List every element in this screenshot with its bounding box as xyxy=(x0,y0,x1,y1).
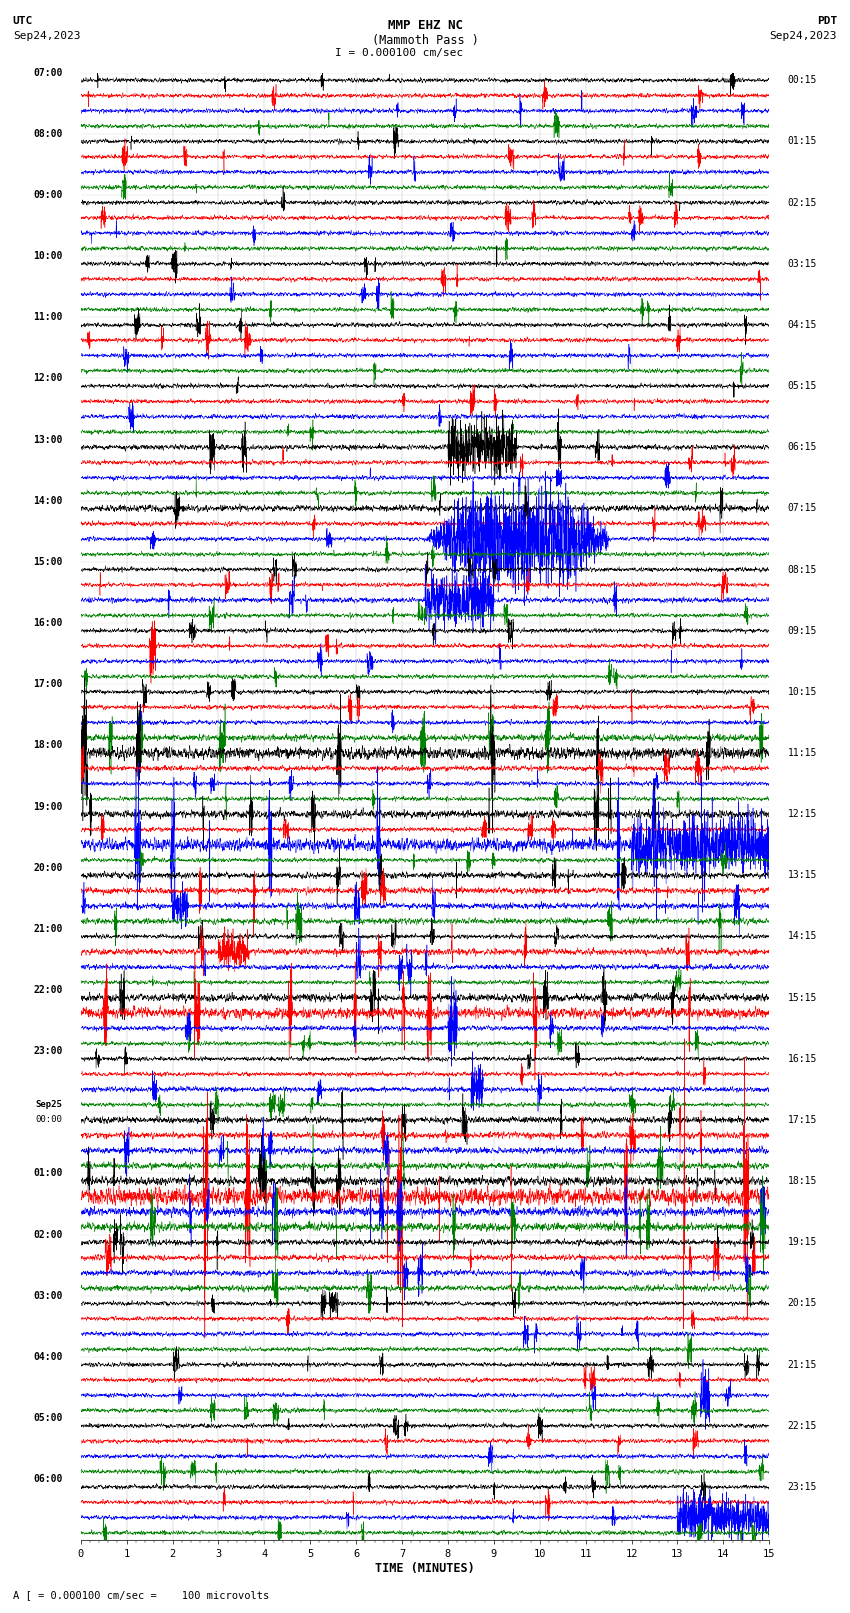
Text: 20:15: 20:15 xyxy=(788,1298,817,1308)
Text: 11:00: 11:00 xyxy=(33,313,62,323)
Text: 00:15: 00:15 xyxy=(788,76,817,85)
Text: 05:00: 05:00 xyxy=(33,1413,62,1423)
Text: 10:15: 10:15 xyxy=(788,687,817,697)
Text: 07:00: 07:00 xyxy=(33,68,62,77)
Text: (Mammoth Pass ): (Mammoth Pass ) xyxy=(371,34,479,47)
Text: 09:00: 09:00 xyxy=(33,190,62,200)
Text: UTC: UTC xyxy=(13,16,33,26)
Text: 16:15: 16:15 xyxy=(788,1053,817,1065)
Text: 03:00: 03:00 xyxy=(33,1290,62,1300)
Text: 12:00: 12:00 xyxy=(33,373,62,384)
Text: 18:00: 18:00 xyxy=(33,740,62,750)
Text: 11:15: 11:15 xyxy=(788,748,817,758)
Text: 17:15: 17:15 xyxy=(788,1115,817,1124)
Text: Sep25: Sep25 xyxy=(36,1100,62,1110)
Text: I = 0.000100 cm/sec: I = 0.000100 cm/sec xyxy=(336,48,463,58)
Text: 05:15: 05:15 xyxy=(788,381,817,390)
Text: 10:00: 10:00 xyxy=(33,252,62,261)
Text: 02:00: 02:00 xyxy=(33,1229,62,1240)
Text: 14:15: 14:15 xyxy=(788,931,817,942)
Text: MMP EHZ NC: MMP EHZ NC xyxy=(388,19,462,32)
Text: 15:15: 15:15 xyxy=(788,992,817,1003)
Text: 20:00: 20:00 xyxy=(33,863,62,873)
Text: PDT: PDT xyxy=(817,16,837,26)
Text: 13:15: 13:15 xyxy=(788,871,817,881)
Text: 06:15: 06:15 xyxy=(788,442,817,452)
Text: 16:00: 16:00 xyxy=(33,618,62,627)
Text: 06:00: 06:00 xyxy=(33,1474,62,1484)
Text: 07:15: 07:15 xyxy=(788,503,817,513)
Text: 01:00: 01:00 xyxy=(33,1168,62,1179)
Text: 01:15: 01:15 xyxy=(788,137,817,147)
Text: Sep24,2023: Sep24,2023 xyxy=(770,31,837,40)
Text: 08:15: 08:15 xyxy=(788,565,817,574)
Text: 09:15: 09:15 xyxy=(788,626,817,636)
Text: Sep24,2023: Sep24,2023 xyxy=(13,31,80,40)
Text: 14:00: 14:00 xyxy=(33,495,62,506)
Text: 00:00: 00:00 xyxy=(36,1115,62,1124)
Text: 19:00: 19:00 xyxy=(33,802,62,811)
Text: 04:00: 04:00 xyxy=(33,1352,62,1361)
Text: 18:15: 18:15 xyxy=(788,1176,817,1186)
Text: 15:00: 15:00 xyxy=(33,556,62,566)
Text: 22:15: 22:15 xyxy=(788,1421,817,1431)
Text: 13:00: 13:00 xyxy=(33,434,62,445)
Text: 21:15: 21:15 xyxy=(788,1360,817,1369)
Text: 12:15: 12:15 xyxy=(788,810,817,819)
Text: 17:00: 17:00 xyxy=(33,679,62,689)
Text: 23:00: 23:00 xyxy=(33,1047,62,1057)
Text: 23:15: 23:15 xyxy=(788,1482,817,1492)
X-axis label: TIME (MINUTES): TIME (MINUTES) xyxy=(375,1563,475,1576)
Text: 03:15: 03:15 xyxy=(788,258,817,269)
Text: A [ = 0.000100 cm/sec =    100 microvolts: A [ = 0.000100 cm/sec = 100 microvolts xyxy=(13,1590,269,1600)
Text: 22:00: 22:00 xyxy=(33,986,62,995)
Text: 21:00: 21:00 xyxy=(33,924,62,934)
Text: 04:15: 04:15 xyxy=(788,319,817,331)
Text: 19:15: 19:15 xyxy=(788,1237,817,1247)
Text: 08:00: 08:00 xyxy=(33,129,62,139)
Text: 02:15: 02:15 xyxy=(788,197,817,208)
